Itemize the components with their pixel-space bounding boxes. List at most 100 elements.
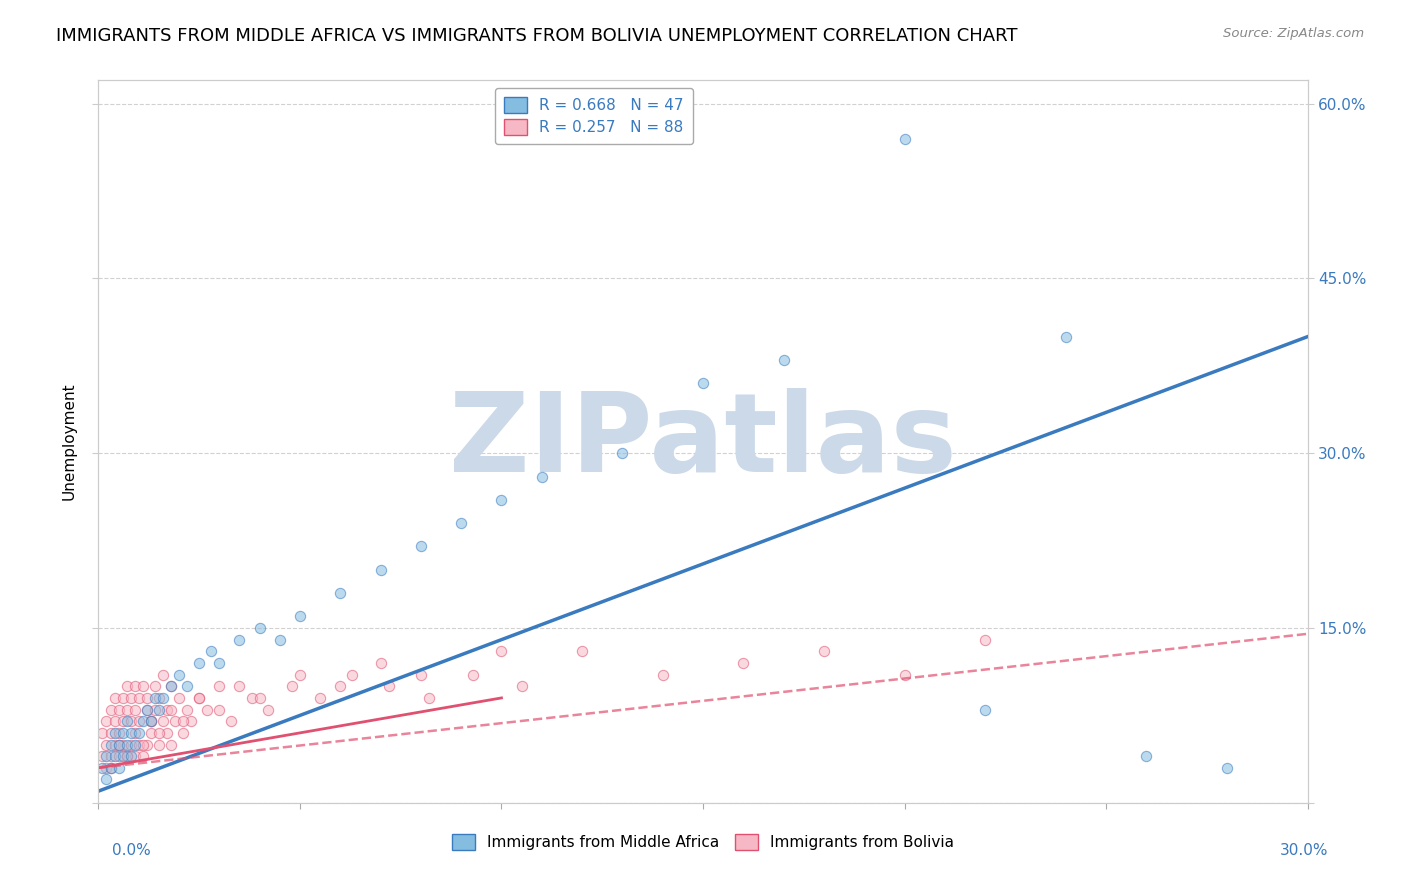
- Y-axis label: Unemployment: Unemployment: [62, 383, 77, 500]
- Point: [111, 714, 134, 729]
- Point: [450, 516, 472, 530]
- Point: [530, 469, 553, 483]
- Point: [148, 702, 170, 716]
- Point: [100, 726, 122, 740]
- Point: [124, 726, 146, 740]
- Point: [249, 690, 271, 705]
- Point: [288, 609, 311, 624]
- Point: [651, 667, 673, 681]
- Point: [160, 702, 183, 716]
- Point: [288, 667, 311, 681]
- Point: [167, 667, 190, 681]
- Point: [103, 749, 125, 764]
- Text: 30.0%: 30.0%: [1281, 843, 1329, 858]
- Point: [160, 738, 183, 752]
- Point: [1135, 749, 1157, 764]
- Point: [107, 738, 129, 752]
- Point: [893, 131, 915, 145]
- Point: [418, 690, 440, 705]
- Point: [152, 667, 174, 681]
- Point: [510, 679, 533, 693]
- Point: [188, 656, 211, 670]
- Point: [152, 690, 174, 705]
- Point: [96, 714, 118, 729]
- Point: [135, 702, 157, 716]
- Point: [463, 667, 485, 681]
- Point: [148, 738, 170, 752]
- Point: [115, 749, 138, 764]
- Point: [180, 714, 202, 729]
- Point: [91, 761, 114, 775]
- Legend: Immigrants from Middle Africa, Immigrants from Bolivia: Immigrants from Middle Africa, Immigrant…: [446, 829, 960, 856]
- Point: [120, 749, 142, 764]
- Point: [135, 738, 157, 752]
- Text: 0.0%: 0.0%: [112, 843, 152, 858]
- Point: [329, 679, 352, 693]
- Point: [200, 644, 222, 658]
- Point: [208, 656, 231, 670]
- Point: [103, 726, 125, 740]
- Point: [120, 726, 142, 740]
- Point: [120, 714, 142, 729]
- Point: [96, 772, 118, 787]
- Point: [143, 679, 166, 693]
- Point: [115, 749, 138, 764]
- Point: [135, 702, 157, 716]
- Point: [135, 690, 157, 705]
- Point: [974, 702, 997, 716]
- Point: [91, 749, 114, 764]
- Point: [124, 702, 146, 716]
- Point: [107, 726, 129, 740]
- Point: [128, 738, 150, 752]
- Point: [96, 749, 118, 764]
- Point: [124, 679, 146, 693]
- Point: [309, 690, 332, 705]
- Point: [148, 690, 170, 705]
- Point: [172, 714, 194, 729]
- Point: [128, 714, 150, 729]
- Point: [269, 632, 291, 647]
- Point: [100, 702, 122, 716]
- Point: [163, 714, 186, 729]
- Point: [342, 667, 364, 681]
- Point: [132, 738, 155, 752]
- Point: [228, 679, 250, 693]
- Point: [132, 679, 155, 693]
- Point: [111, 726, 134, 740]
- Point: [111, 749, 134, 764]
- Point: [491, 644, 513, 658]
- Point: [370, 563, 392, 577]
- Point: [612, 446, 634, 460]
- Point: [228, 632, 250, 647]
- Point: [91, 726, 114, 740]
- Point: [156, 726, 179, 740]
- Point: [96, 738, 118, 752]
- Point: [188, 690, 211, 705]
- Point: [329, 586, 352, 600]
- Point: [813, 644, 835, 658]
- Point: [974, 632, 997, 647]
- Point: [571, 644, 593, 658]
- Point: [195, 702, 218, 716]
- Point: [409, 667, 432, 681]
- Point: [128, 726, 150, 740]
- Point: [377, 679, 399, 693]
- Point: [409, 540, 432, 554]
- Point: [692, 376, 714, 391]
- Point: [111, 738, 134, 752]
- Point: [156, 702, 179, 716]
- Point: [115, 738, 138, 752]
- Point: [221, 714, 243, 729]
- Point: [139, 714, 162, 729]
- Point: [103, 738, 125, 752]
- Point: [115, 702, 138, 716]
- Point: [893, 667, 915, 681]
- Point: [281, 679, 304, 693]
- Point: [139, 714, 162, 729]
- Point: [103, 714, 125, 729]
- Point: [111, 690, 134, 705]
- Point: [172, 726, 194, 740]
- Point: [148, 726, 170, 740]
- Point: [107, 749, 129, 764]
- Point: [115, 714, 138, 729]
